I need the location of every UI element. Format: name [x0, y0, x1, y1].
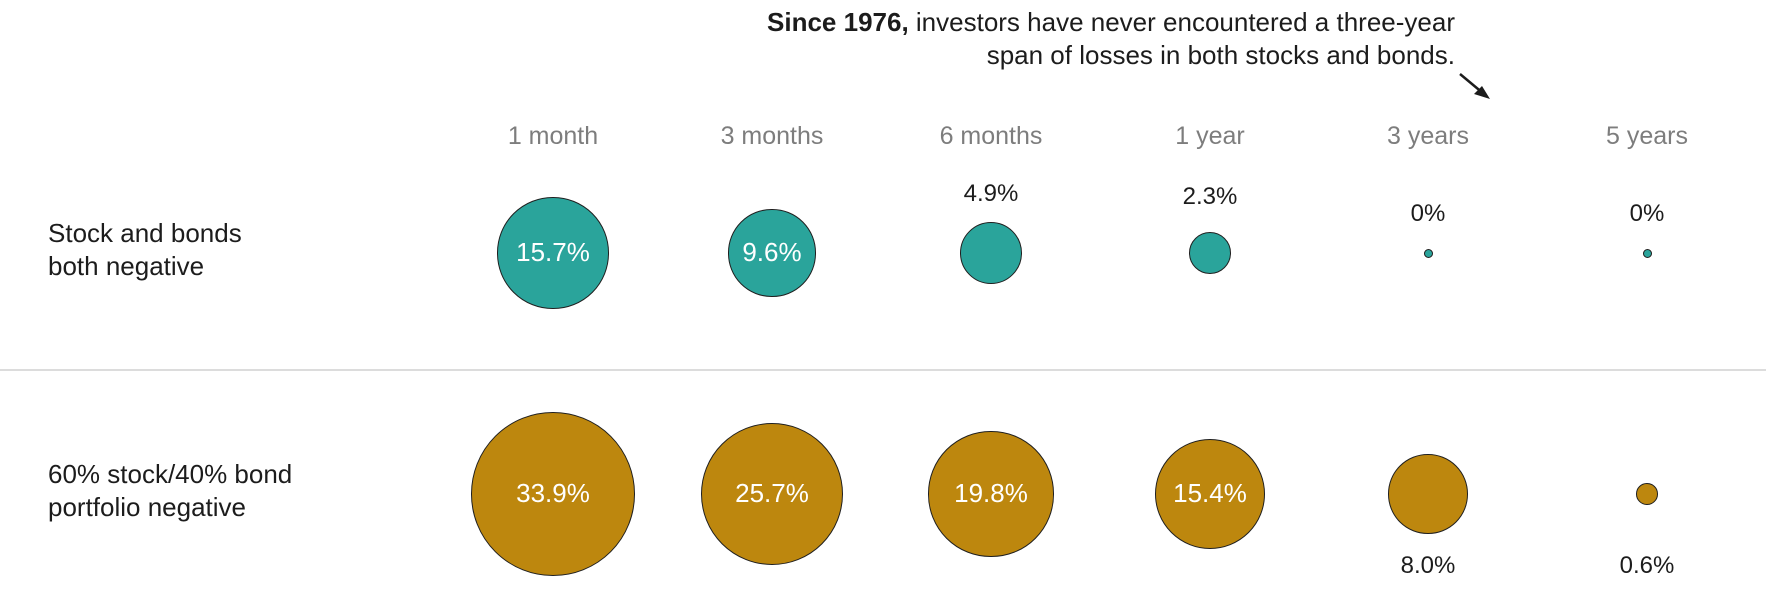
data-bubble: 9.6% [728, 209, 816, 297]
data-bubble [1423, 248, 1433, 258]
column-header-5-years: 5 years [1606, 122, 1688, 150]
data-bubble [959, 221, 1023, 285]
annotation-bold-text: Since 1976, [767, 7, 909, 37]
data-bubble [1636, 483, 1658, 505]
series-label: 60% stock/40% bond portfolio negative [48, 458, 348, 524]
data-bubble [1388, 454, 1468, 534]
column-header-3-months: 3 months [720, 122, 824, 150]
row-divider [0, 369, 1766, 371]
series-label-line: both negative [48, 251, 205, 281]
bubble-value-label: 19.8% [954, 478, 1028, 509]
series-label-line: portfolio negative [48, 492, 247, 522]
data-bubble: 15.4% [1154, 438, 1266, 550]
bubble-value-label: 2.3% [1182, 183, 1238, 210]
data-bubble [1642, 248, 1652, 258]
data-bubble: 33.9% [471, 412, 635, 576]
column-header-1-year: 1 year [1175, 122, 1245, 150]
chart-annotation: Since 1976, investors have never encount… [695, 6, 1455, 72]
bubble-value-label: 0.6% [1619, 552, 1675, 579]
data-bubble: 19.8% [928, 431, 1054, 557]
annotation-text-line2: span of losses in both stocks and bonds. [986, 40, 1455, 70]
series-label-line: Stock and bonds [48, 218, 242, 248]
annotation-text-line1: investors have never encountered a three… [908, 7, 1455, 37]
column-header-1-month: 1 month [507, 122, 599, 150]
bubble-value-label: 8.0% [1400, 552, 1456, 579]
bubble-value-label: 0% [1410, 200, 1446, 227]
bubble-value-label: 9.6% [742, 237, 802, 268]
data-bubble: 25.7% [700, 422, 844, 566]
bubble-value-label: 4.9% [963, 180, 1019, 207]
column-header-6-months: 6 months [939, 122, 1043, 150]
bubble-value-label: 15.4% [1173, 478, 1247, 509]
bubble-value-label: 0% [1629, 200, 1665, 227]
annotation-arrow-icon [1452, 68, 1502, 110]
series-label: Stock and bonds both negative [48, 217, 348, 283]
column-header-3-years: 3 years [1387, 122, 1469, 150]
series-label-line: 60% stock/40% bond [48, 459, 293, 489]
data-bubble [1188, 231, 1232, 275]
bubble-value-label: 15.7% [516, 237, 590, 268]
bubble-value-label: 33.9% [516, 478, 590, 509]
bubble-value-label: 25.7% [735, 478, 809, 509]
data-bubble: 15.7% [497, 197, 609, 309]
